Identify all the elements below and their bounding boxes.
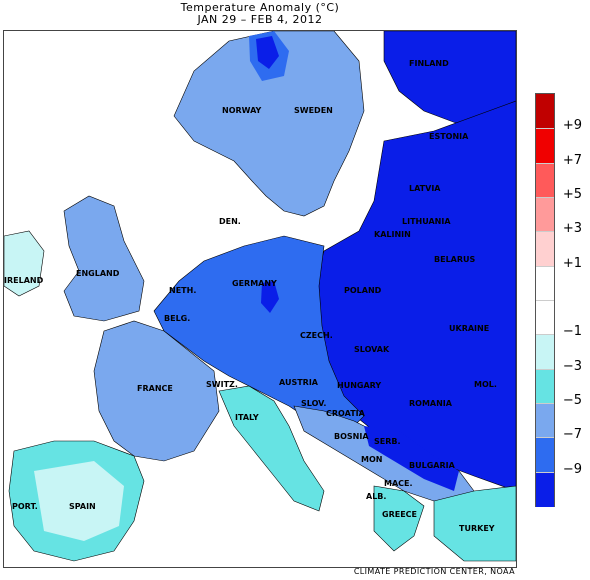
legend-swatch [536,368,554,404]
map-period: JAN 29 – FEB 4, 2012 [197,13,323,26]
label-alb: ALB. [366,492,386,501]
credit-text: CLIMATE PREDICTION CENTER, NOAA [353,567,515,576]
label-austria: AUSTRIA [279,378,319,387]
label-portugal: PORT. [12,502,38,511]
legend-swatch [536,437,554,473]
legend-label: +5 [562,187,583,202]
label-spain: SPAIN [69,502,96,511]
region-france [93,320,220,462]
region-finland [383,31,516,127]
region-ireland [4,230,45,297]
legend-label: +1 [562,255,583,271]
legend-swatch [536,403,554,439]
legend-swatch [536,334,554,370]
legend-swatch [536,197,554,233]
legend-label: +9 [562,118,583,134]
label-latvia: LATVIA [409,184,441,193]
region-germany-core [261,281,279,313]
region-central [153,235,365,432]
label-switz: SWITZ. [206,380,238,389]
legend-label: −1 [562,324,583,340]
legend-swatch [536,94,554,129]
label-ukraine: UKRAINE [449,324,489,333]
label-lithuania: LITHUANIA [402,217,451,226]
label-england: ENGLAND [76,269,120,278]
anomaly-map: FINLAND NORWAY SWEDEN ESTONIA LATVIA LIT… [3,30,517,568]
label-belg: BELG. [164,314,190,323]
legend-swatch [536,300,554,336]
label-czech: CZECH. [300,331,333,340]
legend-label: −5 [562,393,583,408]
label-estonia: ESTONIA [429,132,469,141]
label-france: FRANCE [137,384,173,393]
label-norway: NORWAY [222,106,262,115]
legend-label: +3 [562,221,583,237]
label-mol: MOL. [474,380,497,389]
label-poland: POLAND [344,286,382,295]
region-serbia-cold [364,426,459,491]
region-norway-core [256,36,279,69]
label-den: DEN. [219,217,241,226]
label-mace: MACE. [384,479,413,488]
label-greece: GREECE [382,510,417,519]
legend-swatch [536,231,554,267]
color-legend [535,93,555,507]
label-turkey: TURKEY [459,524,495,533]
label-slovak: SLOVAK [354,345,390,354]
label-serb: SERB. [374,437,401,446]
label-slov: SLOV. [301,399,326,408]
region-turkey [433,485,516,562]
legend-swatch [536,265,554,301]
label-finland: FINLAND [409,59,449,68]
label-kalinin: KALININ [374,230,411,239]
legend-label: −3 [562,358,583,374]
label-bosnia: BOSNIA [334,432,369,441]
legend-swatch [536,471,554,507]
region-britain [63,195,145,322]
label-sweden: SWEDEN [294,106,333,115]
label-mon: MON [361,455,382,464]
label-germany: GERMANY [232,279,277,288]
label-croatia: CROATIA [326,409,366,418]
region-spain-light [34,461,124,541]
legend-label: −7 [562,427,583,443]
legend-label: +7 [562,152,583,168]
label-ireland: IRELAND [4,276,44,285]
label-neth: NETH. [169,286,196,295]
label-romania: ROMANIA [409,399,453,408]
legend-swatch [536,128,554,164]
region-italy [218,385,325,512]
label-hungary: HUNGARY [337,381,381,390]
region-greece [373,485,425,552]
label-bulgaria: BULGARIA [409,461,456,470]
map-title: Temperature Anomaly (°C) [180,1,340,14]
legend-label: −9 [562,461,583,477]
label-italy: ITALY [235,413,259,422]
label-belarus: BELARUS [434,255,476,264]
legend-swatch [536,162,554,198]
